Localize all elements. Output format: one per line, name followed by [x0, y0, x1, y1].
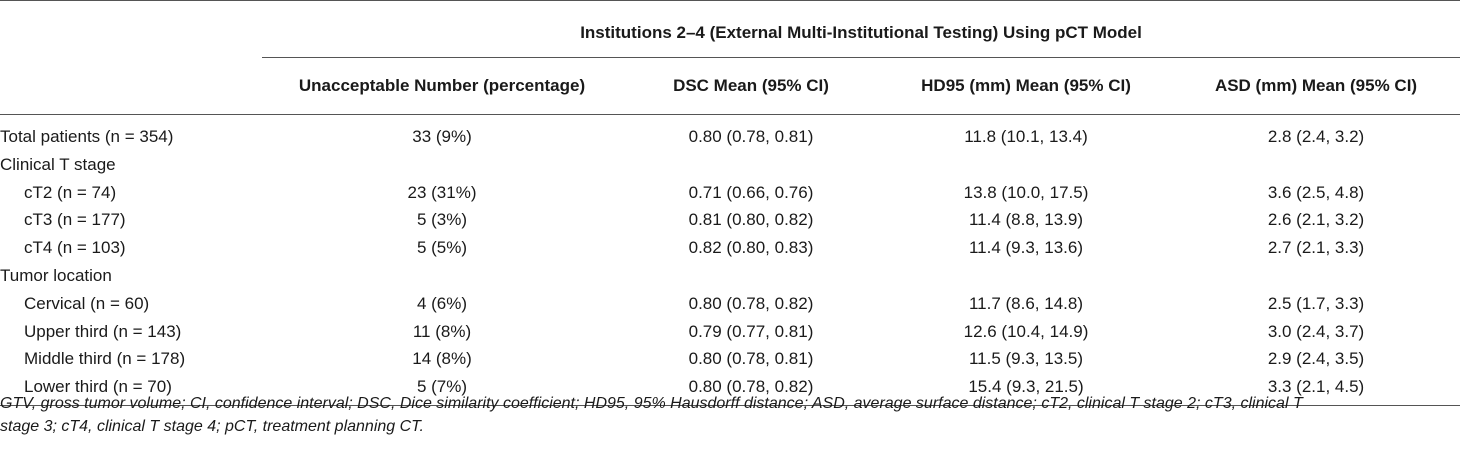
row-label: Upper third (n = 143) [24, 321, 182, 341]
table-row: cT2 (n = 74) 23 (31%) 0.71 (0.66, 0.76) … [0, 179, 1460, 207]
cell-unacceptable [262, 262, 622, 290]
row-label: cT3 (n = 177) [24, 210, 126, 230]
group-header-row: Institutions 2–4 (External Multi-Institu… [0, 0, 1460, 58]
table-row: cT4 (n = 103) 5 (5%) 0.82 (0.80, 0.83) 1… [0, 234, 1460, 262]
cell-hd95: 11.4 (9.3, 13.6) [968, 238, 1084, 258]
cell-asd [1172, 151, 1460, 179]
cell-dsc [622, 151, 880, 179]
table-row: cT3 (n = 177) 5 (3%) 0.81 (0.80, 0.82) 1… [0, 207, 1460, 235]
table-row-section: Clinical T stage [0, 151, 1460, 179]
cell-dsc: 0.80 (0.78, 0.82) [622, 373, 880, 407]
cell-unacceptable: 5 (7%) [262, 373, 622, 407]
cell-hd95: 11.5 (9.3, 13.5) [968, 349, 1084, 369]
cell-unacceptable: 4 (6%) [416, 293, 468, 313]
table-row-section: Tumor location [0, 262, 1460, 290]
group-header: Institutions 2–4 (External Multi-Institu… [262, 0, 1460, 58]
row-label: cT2 (n = 74) [24, 182, 117, 202]
cell-dsc: 0.71 (0.66, 0.76) [688, 182, 814, 202]
cell-unacceptable: 33 (9%) [412, 127, 472, 146]
cell-asd: 2.7 (2.1, 3.3) [1267, 238, 1365, 258]
cell-hd95: 13.8 (10.0, 17.5) [963, 182, 1089, 202]
row-label: cT4 (n = 103) [24, 238, 126, 258]
cell-dsc: 0.82 (0.80, 0.83) [688, 238, 814, 258]
cell-unacceptable: 5 (5%) [416, 238, 468, 258]
section-label: Tumor location [0, 266, 112, 286]
cell-asd: 3.0 (2.4, 3.7) [1267, 321, 1365, 341]
column-header-blank [0, 57, 262, 115]
section-label: Clinical T stage [0, 154, 116, 174]
footnote-line: GTV, gross tumor volume; CI, confidence … [0, 395, 1303, 412]
cell-hd95: 15.4 (9.3, 21.5) [880, 373, 1172, 407]
footnote-line: stage 3; cT4, clinical T stage 4; pCT, t… [0, 418, 424, 435]
column-header-dsc: DSC Mean (95% CI) [622, 57, 880, 115]
row-label: Lower third (n = 70) [0, 373, 262, 407]
column-header-unacceptable: Unacceptable Number (percentage) [262, 57, 622, 115]
cell-unacceptable: 23 (31%) [407, 182, 477, 202]
table-row: Cervical (n = 60) 4 (6%) 0.80 (0.78, 0.8… [0, 290, 1460, 318]
table-row: Middle third (n = 178) 14 (8%) 0.80 (0.7… [0, 346, 1460, 374]
cell-dsc: 0.80 (0.78, 0.82) [688, 293, 814, 313]
group-header-blank [0, 0, 262, 58]
column-header-asd: ASD (mm) Mean (95% CI) [1172, 57, 1460, 115]
cell-dsc: 0.79 (0.77, 0.81) [688, 321, 814, 341]
cell-dsc: 0.81 (0.80, 0.82) [688, 210, 814, 230]
cell-unacceptable: 14 (8%) [412, 349, 472, 369]
results-table: Institutions 2–4 (External Multi-Institu… [0, 0, 1460, 407]
column-header-hd95: HD95 (mm) Mean (95% CI) [880, 57, 1172, 115]
cell-asd: 3.3 (2.1, 4.5) [1172, 373, 1460, 407]
cell-hd95: 11.7 (8.6, 14.8) [968, 293, 1084, 313]
table-row: Total patients (n = 354) 33 (9%) 0.80 (0… [0, 115, 1460, 152]
cell-unacceptable: 11 (8%) [412, 321, 472, 341]
table-row: Upper third (n = 143) 11 (8%) 0.79 (0.77… [0, 318, 1460, 346]
cell-unacceptable: 5 (3%) [416, 210, 468, 230]
cell-hd95: 11.8 (10.1, 13.4) [964, 127, 1088, 146]
cell-hd95: 11.4 (8.8, 13.9) [968, 210, 1084, 230]
cell-asd: 2.6 (2.1, 3.2) [1267, 210, 1365, 230]
cell-dsc: 0.80 (0.78, 0.81) [688, 127, 814, 146]
row-label: Total patients (n = 354) [0, 127, 174, 146]
cell-hd95 [880, 262, 1172, 290]
cell-asd: 3.6 (2.5, 4.8) [1267, 182, 1365, 202]
cell-dsc [622, 262, 880, 290]
cell-dsc: 0.80 (0.78, 0.81) [688, 349, 814, 369]
cell-hd95 [880, 151, 1172, 179]
cell-asd: 2.5 (1.7, 3.3) [1267, 293, 1365, 313]
row-label: Cervical (n = 60) [24, 293, 150, 313]
cell-unacceptable [262, 151, 622, 179]
cell-asd: 2.9 (2.4, 3.5) [1267, 349, 1365, 369]
table-row: Lower third (n = 70) 5 (7%) 0.80 (0.78, … [0, 373, 1460, 407]
cell-hd95: 12.6 (10.4, 14.9) [963, 321, 1089, 341]
column-header-row: Unacceptable Number (percentage) DSC Mea… [0, 57, 1460, 115]
cell-asd [1172, 262, 1460, 290]
row-label: Middle third (n = 178) [24, 349, 186, 369]
cell-asd: 2.8 (2.4, 3.2) [1267, 127, 1365, 146]
table-footnote: GTV, gross tumor volume; CI, confidence … [0, 392, 1460, 438]
